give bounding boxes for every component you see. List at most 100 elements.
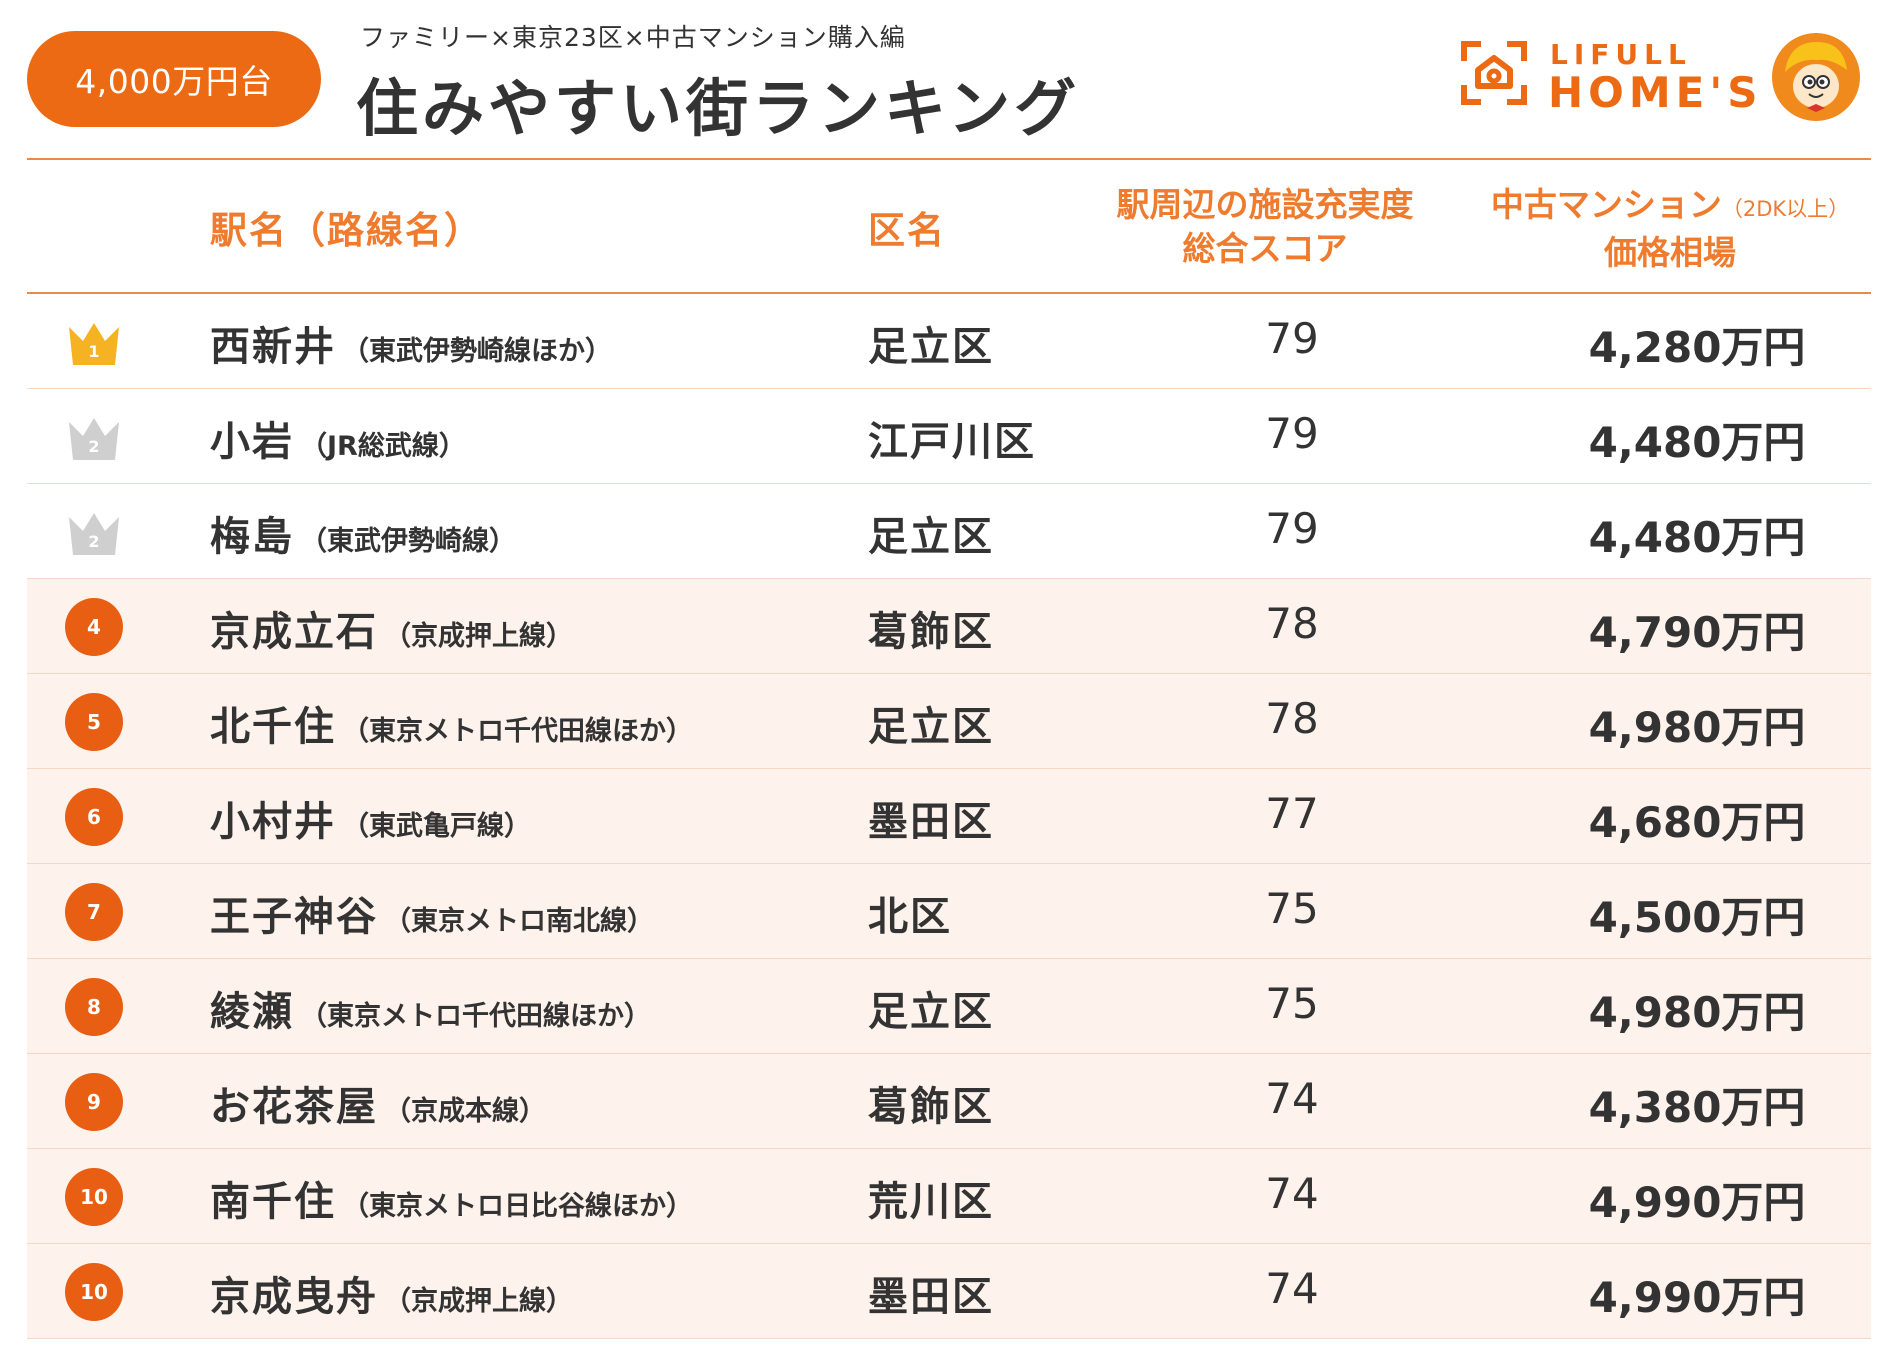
station-name: 京成曳舟 xyxy=(210,1274,378,1320)
price-value: 4,280万円 xyxy=(1588,323,1806,372)
facility-score: 75 xyxy=(1265,884,1319,933)
rank-badge: 10 xyxy=(65,1263,123,1321)
ranking-row: 4 京成立石 （京成押上線） 葛飾区 78 4,790万円 xyxy=(27,579,1871,674)
ranking-row: 6 小村井 （東武亀戸線） 墨田区 77 4,680万円 xyxy=(27,769,1871,864)
station-cell: 南千住 （東京メトロ日比谷線ほか） xyxy=(210,1169,693,1227)
station-cell: 小岩 （JR総武線） xyxy=(210,409,466,467)
price-band-badge: 4,000万円台 xyxy=(27,31,321,127)
header-divider xyxy=(27,158,1871,160)
facility-score: 75 xyxy=(1265,979,1319,1028)
station-name: 南千住 xyxy=(210,1179,336,1225)
station-cell: 京成立石 （京成押上線） xyxy=(210,599,573,657)
ranking-row: 7 王子神谷 （東京メトロ南北線） 北区 75 4,500万円 xyxy=(27,864,1871,959)
price-header-note: （2DK以上） xyxy=(1721,197,1850,221)
mascot-icon xyxy=(1772,33,1860,121)
station-cell: 西新井 （東武伊勢崎線ほか） xyxy=(210,314,612,372)
station-line: （京成押上線） xyxy=(384,621,573,652)
ward-name: 足立区 xyxy=(868,704,994,750)
ranking-row: 9 お花茶屋 （京成本線） 葛飾区 74 4,380万円 xyxy=(27,1054,1871,1149)
ward-name: 足立区 xyxy=(868,514,994,560)
station-name: 小村井 xyxy=(210,799,336,845)
lifull-homes-logo: LIFULL HOME'S xyxy=(1460,36,1757,117)
station-cell: 北千住 （東京メトロ千代田線ほか） xyxy=(210,694,693,752)
station-name: お花茶屋 xyxy=(210,1084,378,1130)
price-value: 4,480万円 xyxy=(1588,418,1806,467)
price-header-line1: 中古マンション xyxy=(1490,185,1722,224)
facility-score: 77 xyxy=(1265,789,1319,838)
rank-number: 1 xyxy=(88,342,99,361)
ranking-row: 10 南千住 （東京メトロ日比谷線ほか） 荒川区 74 4,990万円 xyxy=(27,1149,1871,1244)
ward-name: 江戸川区 xyxy=(868,419,1036,465)
station-line: （東京メトロ千代田線ほか） xyxy=(300,1001,651,1032)
column-header-price: 中古マンション（2DK以上） 価格相場 xyxy=(1470,183,1870,275)
price-band-label: 4,000万円台 xyxy=(75,62,273,101)
rank-number: 2 xyxy=(88,437,99,456)
ward-name: 北区 xyxy=(868,894,952,940)
ranking-row: 2 梅島 （東武伊勢崎線） 足立区 79 4,480万円 xyxy=(27,484,1871,579)
ranking-table: 1 西新井 （東武伊勢崎線ほか） 足立区 79 4,280万円 2 小岩 （JR総武… xyxy=(27,294,1871,1339)
rank-badge: 10 xyxy=(65,1168,123,1226)
price-header-line2: 価格相場 xyxy=(1604,233,1736,272)
silver-crown-icon: 2 xyxy=(69,513,119,555)
facility-score: 79 xyxy=(1265,409,1319,458)
ward-name: 葛飾区 xyxy=(868,609,994,655)
station-name: 京成立石 xyxy=(210,609,378,655)
rank-number: 2 xyxy=(88,532,99,551)
column-header-ward: 区名 xyxy=(868,209,946,252)
price-value: 4,980万円 xyxy=(1588,988,1806,1037)
ranking-row: 2 小岩 （JR総武線） 江戸川区 79 4,480万円 xyxy=(27,389,1871,484)
facility-score: 79 xyxy=(1265,314,1319,363)
station-cell: 小村井 （東武亀戸線） xyxy=(210,789,531,847)
price-value: 4,680万円 xyxy=(1588,798,1806,847)
facility-score: 79 xyxy=(1265,504,1319,553)
gold-crown-icon: 1 xyxy=(69,323,119,365)
house-logo-icon xyxy=(1461,41,1527,105)
ranking-row: 1 西新井 （東武伊勢崎線ほか） 足立区 79 4,280万円 xyxy=(27,294,1871,389)
rank-badge: 6 xyxy=(65,788,123,846)
price-value: 4,980万円 xyxy=(1588,703,1806,752)
station-name: 綾瀬 xyxy=(210,989,294,1035)
rank-badge: 7 xyxy=(65,883,123,941)
column-header-station: 駅名（路線名） xyxy=(210,209,483,252)
column-header-score: 駅周辺の施設充実度 総合スコア xyxy=(1080,183,1450,271)
facility-score: 74 xyxy=(1265,1169,1319,1218)
price-value: 4,500万円 xyxy=(1588,893,1806,942)
ward-name: 墨田区 xyxy=(868,799,994,845)
ranking-row: 8 綾瀬 （東京メトロ千代田線ほか） 足立区 75 4,980万円 xyxy=(27,959,1871,1054)
station-name: 王子神谷 xyxy=(210,894,378,940)
ranking-row: 5 北千住 （東京メトロ千代田線ほか） 足立区 78 4,980万円 xyxy=(27,674,1871,769)
ranking-subtitle: ファミリー×東京23区×中古マンション購入編 xyxy=(360,23,906,52)
station-line: （東京メトロ日比谷線ほか） xyxy=(342,1191,693,1222)
price-value: 4,380万円 xyxy=(1588,1083,1806,1132)
station-cell: 綾瀬 （東京メトロ千代田線ほか） xyxy=(210,979,651,1037)
station-line: （東武伊勢崎線） xyxy=(300,526,516,557)
station-name: 西新井 xyxy=(210,324,336,370)
rank-badge: 5 xyxy=(65,693,123,751)
station-cell: お花茶屋 （京成本線） xyxy=(210,1074,546,1132)
station-name: 小岩 xyxy=(210,419,294,465)
facility-score: 78 xyxy=(1265,599,1319,648)
price-value: 4,990万円 xyxy=(1588,1178,1806,1227)
rank-badge: 8 xyxy=(65,978,123,1036)
ward-name: 葛飾区 xyxy=(868,1084,994,1130)
ward-name: 足立区 xyxy=(868,989,994,1035)
station-name: 北千住 xyxy=(210,704,336,750)
station-line: （東武伊勢崎線ほか） xyxy=(342,336,612,367)
brand-top-text: LIFULL xyxy=(1550,38,1692,71)
station-line: （京成押上線） xyxy=(384,1286,573,1317)
station-cell: 京成曳舟 （京成押上線） xyxy=(210,1264,573,1322)
station-line: （東京メトロ南北線） xyxy=(384,906,654,937)
silver-crown-icon: 2 xyxy=(69,418,119,460)
facility-score: 74 xyxy=(1265,1074,1319,1123)
page-title: 住みやすい街ランキング xyxy=(356,72,1081,145)
price-value: 4,480万円 xyxy=(1588,513,1806,562)
ward-name: 荒川区 xyxy=(868,1179,994,1225)
brand-bottom-text: HOME'S xyxy=(1548,68,1763,117)
rank-badge: 9 xyxy=(65,1073,123,1131)
station-cell: 梅島 （東武伊勢崎線） xyxy=(210,504,516,562)
station-line: （京成本線） xyxy=(384,1096,546,1127)
station-cell: 王子神谷 （東京メトロ南北線） xyxy=(210,884,654,942)
station-line: （JR総武線） xyxy=(300,431,466,462)
rank-badge: 4 xyxy=(65,598,123,656)
station-line: （東武亀戸線） xyxy=(342,811,531,842)
